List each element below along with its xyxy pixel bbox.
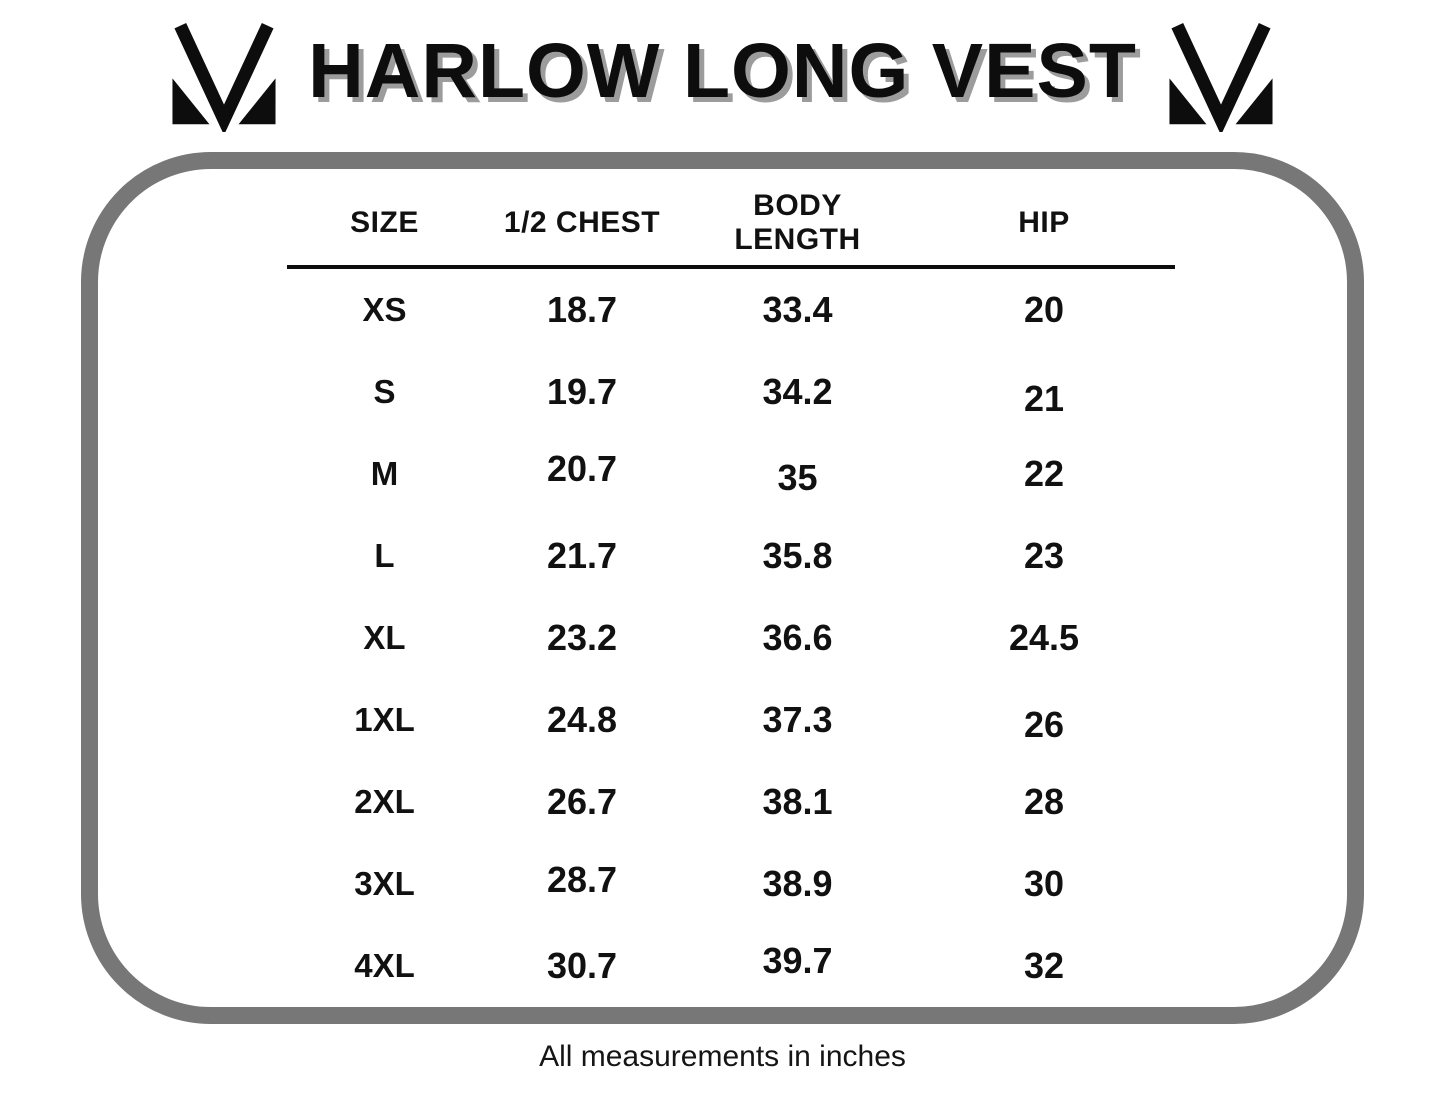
cell-body-length: 37.3 [762,699,833,740]
column-header-body-length: BODY LENGTH [734,189,861,256]
cell-half-chest: 21.7 [546,535,618,576]
cell-size: L [374,537,395,574]
table-row: XL 23.2 36.6 24.5 [287,597,1175,679]
column-header-size: SIZE [350,206,419,240]
cell-size: M [370,455,399,492]
column-header-hip: HIP [1018,206,1070,240]
cell-half-chest: 26.7 [546,781,618,822]
cell-half-chest: 19.7 [546,371,618,412]
cell-half-chest: 30.7 [546,945,618,986]
cell-body-length: 34.2 [762,371,833,412]
cell-body-length: 36.6 [762,617,833,658]
cell-size: 3XL [354,865,415,902]
m-logo-icon [1169,23,1273,132]
cell-body-length: 35.8 [762,535,833,576]
size-chart-table: SIZE 1/2 CHEST BODY LENGTH HIP XS 18.7 3… [287,181,1175,1007]
cell-hip: 20 [1023,289,1065,330]
table-row: 4XL 30.7 39.7 32 [287,925,1175,1007]
cell-half-chest: 20.7 [546,448,618,489]
cell-half-chest: 23.2 [546,617,618,658]
brand-header: HARLOW LONG VEST [0,18,1445,132]
cell-half-chest: 28.7 [546,859,618,900]
size-chart-body: XS 18.7 33.4 20 S 19.7 34.2 21 M 20.7 35… [287,269,1175,1007]
cell-size: 4XL [354,947,415,984]
cell-body-length: 38.9 [762,863,833,904]
cell-hip: 32 [1023,945,1065,986]
cell-size: XL [363,619,406,656]
table-row: XS 18.7 33.4 20 [287,269,1175,351]
table-row: 1XL 24.8 37.3 26 [287,679,1175,761]
cell-body-length: 35 [777,457,818,498]
m-logo-icon [172,23,276,132]
cell-size: 1XL [354,701,415,738]
cell-hip: 28 [1023,781,1065,822]
cell-size: S [373,373,396,410]
table-row: S 19.7 34.2 21 [287,351,1175,433]
table-row: L 21.7 35.8 23 [287,515,1175,597]
cell-body-length: 38.1 [762,781,833,822]
cell-half-chest: 18.7 [546,289,618,330]
table-row: 2XL 26.7 38.1 28 [287,761,1175,843]
table-row: M 20.7 35 22 [287,433,1175,515]
cell-hip: 30 [1023,863,1065,904]
cell-half-chest: 24.8 [546,699,618,740]
column-header-half-chest: 1/2 CHEST [503,206,661,240]
cell-body-length: 39.7 [762,940,833,981]
cell-size: 2XL [354,783,415,820]
cell-hip: 26 [1023,704,1065,745]
table-row: 3XL 28.7 38.9 30 [287,843,1175,925]
cell-body-length: 33.4 [762,289,833,330]
page-title: HARLOW LONG VEST [308,27,1137,114]
footer-note: All measurements in inches [539,1040,906,1073]
size-chart-frame [81,152,1364,1024]
cell-hip: 23 [1023,535,1065,576]
size-chart-header-row: SIZE 1/2 CHEST BODY LENGTH HIP [287,181,1175,269]
cell-hip: 24.5 [1008,617,1080,658]
cell-size: XS [362,291,407,328]
cell-hip: 21 [1023,378,1065,419]
cell-hip: 22 [1023,453,1065,494]
